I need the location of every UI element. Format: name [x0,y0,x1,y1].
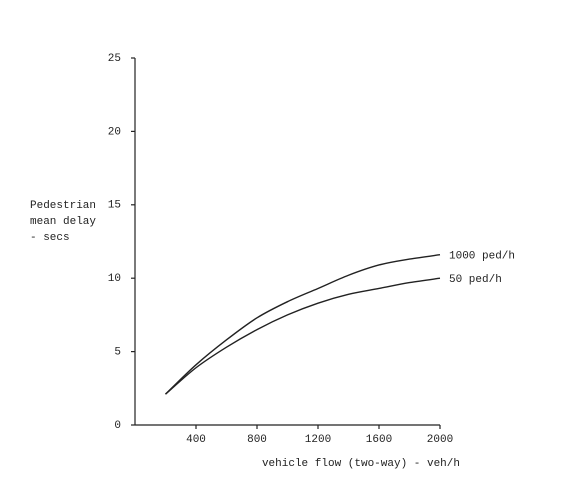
series-label: 1000 ped/h [449,251,515,263]
x-tick-label: 1200 [305,434,331,446]
x-tick-label: 2000 [427,434,453,446]
y-tick-label: 15 [108,200,121,212]
y-tick-label: 10 [108,273,121,285]
y-axis-label: - secs [30,232,70,244]
y-axis-label: Pedestrian [30,200,96,212]
x-tick-label: 1600 [366,434,392,446]
y-axis-label: mean delay [30,216,96,228]
y-tick-label: 20 [108,126,121,138]
y-tick-label: 0 [114,420,121,432]
x-tick-label: 400 [186,434,206,446]
y-tick-label: 25 [108,53,121,65]
series-label: 50 ped/h [449,274,502,286]
x-axis-label: vehicle flow (two-way) - veh/h [262,458,460,470]
x-tick-label: 800 [247,434,267,446]
line-series [165,254,441,395]
y-tick-label: 5 [114,347,121,359]
line-series [165,277,441,395]
